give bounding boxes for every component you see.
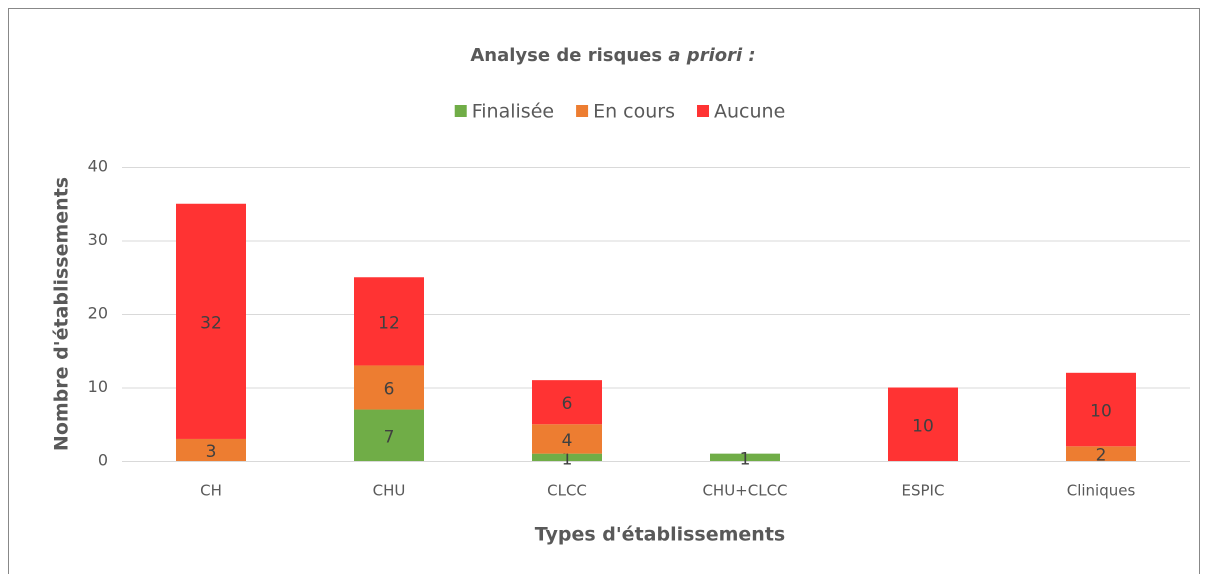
bar-segment (1066, 446, 1136, 461)
y-axis-title: Nombre d'établissements (51, 177, 73, 451)
data-label: 6 (562, 394, 573, 414)
data-label: 6 (384, 380, 395, 400)
y-tick-label: 20 (88, 304, 108, 323)
bar-segment (532, 424, 602, 454)
legend-label: En cours (593, 101, 675, 123)
data-label: 3 (206, 442, 217, 462)
y-tick-label: 30 (88, 230, 108, 249)
data-label: 4 (562, 431, 573, 451)
y-tick-label: 40 (88, 157, 108, 176)
bar-segment (532, 380, 602, 425)
x-tick-label: CH (200, 482, 222, 500)
title-part: a priori : (668, 45, 755, 66)
data-label: 2 (1096, 446, 1107, 466)
bar-segment (354, 409, 424, 461)
x-tick-label: CLCC (547, 482, 587, 500)
bar-segment (176, 203, 246, 439)
x-tick-label: CHU (373, 482, 406, 500)
bar-segment (888, 387, 958, 461)
x-tick-label: Cliniques (1067, 482, 1136, 500)
data-label: 10 (1090, 402, 1112, 422)
x-axis-title: Types d'établissements (535, 524, 785, 546)
legend-swatch (576, 105, 589, 117)
legend: Finalisée En cours Aucune (454, 101, 785, 123)
bar-segment (710, 453, 780, 461)
bar-segment (1066, 372, 1136, 447)
data-label: 1 (740, 449, 751, 469)
bar-segment (354, 277, 424, 366)
legend-swatch (697, 105, 710, 117)
bar-segment (354, 365, 424, 410)
y-tick-label: 10 (88, 377, 108, 396)
data-label: 10 (912, 416, 934, 436)
chart-title: Analyse de risques a priori : (470, 45, 755, 66)
legend-swatch (454, 105, 467, 117)
data-label: 12 (378, 313, 400, 333)
data-label: 7 (384, 427, 395, 447)
data-label: 32 (200, 313, 222, 333)
data-label: 1 (562, 449, 573, 469)
legend-label: Aucune (714, 101, 785, 123)
bar-segment (532, 453, 602, 461)
x-tick-label: CHU+CLCC (702, 482, 787, 500)
title-part: Analyse de risques (470, 45, 662, 66)
x-tick-label: ESPIC (902, 482, 945, 500)
y-tick-label: 0 (98, 451, 108, 470)
bar-segment (176, 438, 246, 461)
legend-label: Finalisée (472, 101, 554, 123)
